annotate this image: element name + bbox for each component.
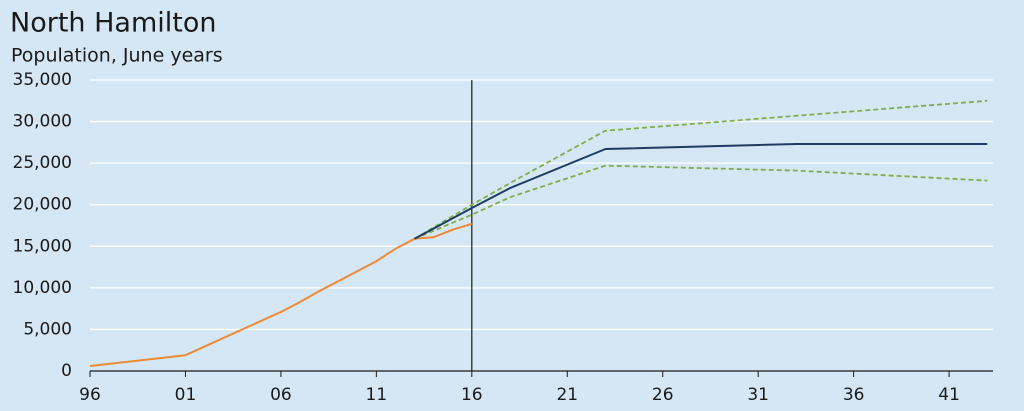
series-line <box>414 99 988 240</box>
y-tick-label: 15,000 <box>13 236 72 256</box>
series-line <box>414 164 988 240</box>
series-line <box>89 222 473 368</box>
x-tick-label: 26 <box>652 385 674 405</box>
chart-title: North Hamilton <box>10 8 216 39</box>
y-tick-label: 5,000 <box>23 319 72 339</box>
x-tick-label: 11 <box>366 385 388 405</box>
y-tick-label: 20,000 <box>13 195 72 215</box>
y-tick-label: 30,000 <box>13 112 72 132</box>
y-tick-label: 35,000 <box>13 70 72 90</box>
y-tick-label: 10,000 <box>13 278 72 298</box>
x-tick-label: 36 <box>843 385 865 405</box>
y-tick-label: 25,000 <box>13 153 72 173</box>
x-tick-label: 96 <box>79 385 101 405</box>
chart-subtitle: Population, June years <box>11 45 223 67</box>
y-tick-label: 0 <box>61 361 72 381</box>
x-tick-label: 41 <box>938 385 960 405</box>
x-tick-label: 16 <box>461 385 483 405</box>
series-line <box>414 143 988 240</box>
x-tick-label: 21 <box>556 385 578 405</box>
x-tick-label: 31 <box>747 385 769 405</box>
x-tick-label: 01 <box>175 385 197 405</box>
x-tick-label: 06 <box>270 385 292 405</box>
